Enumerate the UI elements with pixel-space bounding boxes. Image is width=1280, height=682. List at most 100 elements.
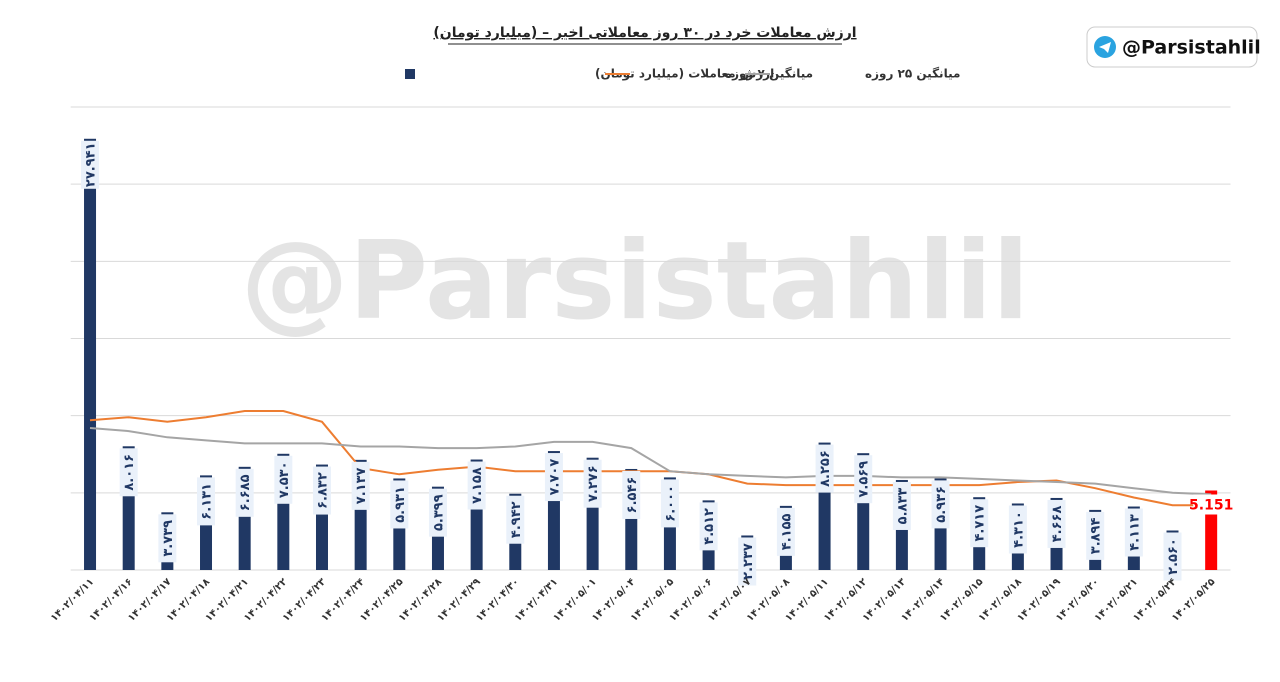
value-label-group: ۶.۰۰۰ <box>660 479 679 528</box>
value-label-box <box>699 502 718 551</box>
value-label: ۶.۰۰۰ <box>663 485 678 522</box>
value-label: ۷.۲۷۶ <box>586 465 601 502</box>
value-label: ۶.۵۴۶ <box>625 477 640 514</box>
value-label-group: ۳.۷۳۹ <box>158 514 177 563</box>
value-label: ۵.۹۳۶ <box>934 486 949 523</box>
value-label-group: 5.151 <box>1189 494 1233 515</box>
value-label-box <box>1047 499 1066 548</box>
value-label-group: ۸.۰۱۶ <box>119 448 138 497</box>
value-label: ۴.۹۴۲ <box>509 501 524 538</box>
value-label: ۷.۷۰۷ <box>547 459 562 496</box>
value-label: ۲.۲۳۷ <box>741 543 756 580</box>
value-label-box <box>660 479 679 528</box>
legend-swatch <box>405 69 415 79</box>
legend-label: میانگین ۲۵ روزه <box>865 67 960 82</box>
badge <box>1086 26 1258 68</box>
value-label-box <box>351 461 370 510</box>
watermark: @Parsistahlil <box>241 219 1029 344</box>
value-label-box <box>1086 511 1105 560</box>
value-label-box <box>622 470 641 519</box>
value-label-group: ۸.۲۵۶ <box>815 444 834 493</box>
value-label: ۷.۵۳۰ <box>277 461 292 498</box>
value-label-box <box>119 448 138 497</box>
value-label-group: ۲.۵۶۰ <box>1163 532 1182 581</box>
value-label: ۸.۲۵۶ <box>818 450 833 487</box>
value-label-box <box>158 514 177 563</box>
telegram-plane <box>1099 42 1111 53</box>
value-label-group: ۵.۳۹۹ <box>428 488 447 537</box>
value-label-box <box>312 466 331 515</box>
value-label-group: ۷.۱۳۷ <box>351 461 370 510</box>
value-label-box <box>970 499 989 548</box>
value-label-box <box>390 480 409 529</box>
value-label-box <box>506 495 525 544</box>
value-label: ۶.۶۸۵ <box>238 474 253 511</box>
value-label-group: ۲۷.۹۴۱ <box>81 140 100 189</box>
value-label-box <box>738 537 757 586</box>
value-label: ۲.۵۶۰ <box>1166 538 1181 575</box>
value-label-box <box>1008 505 1027 554</box>
value-label: ۴.۱۵۵ <box>779 513 794 550</box>
legend-label: ارزش معاملات (میلیارد تومان) <box>595 67 774 82</box>
value-label: ۳.۸۹۴ <box>1089 518 1104 555</box>
value-label-group: ۷.۲۷۶ <box>583 459 602 508</box>
value-label-box <box>931 480 950 529</box>
line-series <box>89 427 1212 496</box>
value-label-box <box>544 453 563 502</box>
value-label-group: ۴.۳۱۰ <box>1008 505 1027 554</box>
chart-title: ارزش معاملات خرد در ۳۰ روز معاملاتی اخیر… <box>433 25 856 41</box>
value-label-group: ۶.۶۸۵ <box>235 468 254 517</box>
value-label: ۷.۱۳۷ <box>354 467 369 504</box>
value-label-group: ۴.۶۶۸ <box>1047 499 1066 548</box>
value-label-group: ۷.۱۵۸ <box>467 461 486 510</box>
value-label: ۸.۰۱۶ <box>122 454 137 491</box>
value-label-group: ۶.۵۴۶ <box>622 470 641 519</box>
value-label-group: ۴.۹۴۲ <box>506 495 525 544</box>
value-label-box <box>1193 494 1230 515</box>
value-label-box <box>1163 532 1182 581</box>
value-label-group: ۳.۸۹۴ <box>1086 511 1105 560</box>
value-label-group: ۵.۹۳۱ <box>390 480 409 529</box>
value-label-box <box>854 455 873 504</box>
value-label-group: ۲.۲۳۷ <box>738 537 757 586</box>
bar <box>84 138 97 571</box>
value-label: ۶.۸۳۲ <box>315 472 330 509</box>
value-label-group: ۴.۱۱۳ <box>1124 508 1143 557</box>
value-label-group: ۷.۵۳۰ <box>274 455 293 504</box>
value-label: ۴.۱۱۳ <box>1127 514 1142 551</box>
value-label: ۴.۷۱۷ <box>973 505 988 542</box>
value-label: ۲۷.۹۴۱ <box>84 142 99 187</box>
value-label: ۷.۵۶۹ <box>857 461 872 498</box>
value-label-box <box>815 444 834 493</box>
value-label-box <box>1124 508 1143 557</box>
value-label: ۷.۱۵۸ <box>470 467 485 504</box>
value-label-group: ۴.۱۵۵ <box>776 507 795 556</box>
value-label-group: ۷.۷۰۷ <box>544 453 563 502</box>
value-label-group: ۶.۱۳۱ <box>197 477 216 526</box>
badge-text: @Parsistahlil <box>1122 37 1261 59</box>
value-label: ۶.۱۳۱ <box>200 483 215 520</box>
value-label-group: ۶.۸۳۲ <box>312 466 331 515</box>
value-label-box <box>81 140 100 189</box>
value-label-box <box>428 488 447 537</box>
value-label-box <box>274 455 293 504</box>
value-label-group: ۴.۷۱۷ <box>970 499 989 548</box>
value-label: ۴.۵۱۲ <box>702 508 717 545</box>
value-label-box <box>776 507 795 556</box>
value-label-group: ۴.۵۱۲ <box>699 502 718 551</box>
value-label-box <box>892 481 911 530</box>
value-label-box <box>583 459 602 508</box>
value-label-group: ۷.۵۶۹ <box>854 455 873 504</box>
value-label-box <box>235 468 254 517</box>
value-label: ۵.۳۹۹ <box>431 494 446 531</box>
value-label: ۴.۳۱۰ <box>1011 511 1026 548</box>
value-label-box <box>197 477 216 526</box>
value-label-group: ۵.۸۳۳ <box>892 481 911 530</box>
value-label-box <box>467 461 486 510</box>
value-label: ۴.۶۶۸ <box>1050 506 1065 543</box>
value-label: ۳.۷۳۹ <box>161 520 176 557</box>
value-label-group: ۵.۹۳۶ <box>931 480 950 529</box>
